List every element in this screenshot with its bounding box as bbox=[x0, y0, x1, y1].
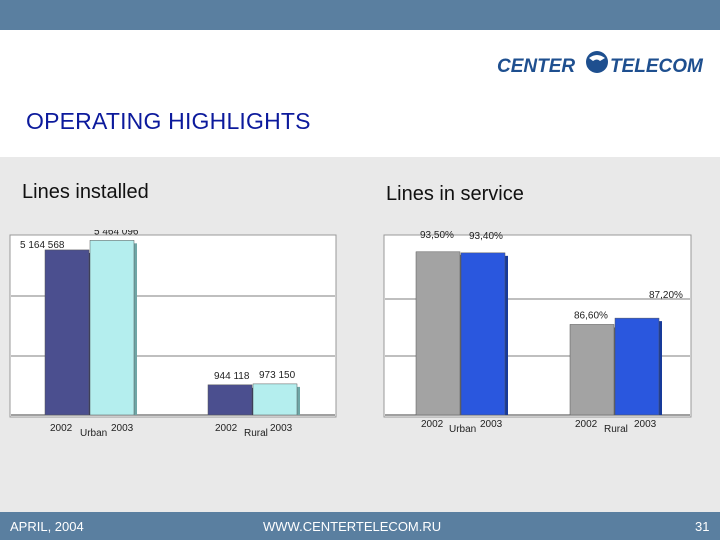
bar-rural-2003 bbox=[614, 317, 660, 416]
data-label: 87,20% bbox=[649, 290, 683, 301]
lines-installed-chart: 5 164 568 5 464 096 944 118 973 150 2002 200… bbox=[9, 230, 337, 439]
tick-label-year: 2003 bbox=[270, 423, 293, 434]
bar-shadow bbox=[659, 321, 662, 415]
tick-label-year: 2003 bbox=[111, 423, 134, 434]
centertelecom-logo: CENTER TELECOM bbox=[497, 51, 704, 77]
data-label: 944 118 bbox=[214, 371, 250, 382]
bar-urban-2003 bbox=[460, 252, 506, 416]
tick-label-group: Rural bbox=[244, 428, 268, 439]
logo-text-left: CENTER bbox=[497, 56, 575, 77]
tick-label-year: 2002 bbox=[421, 419, 444, 430]
footer-date: APRIL, 2004 bbox=[10, 519, 84, 534]
data-label: 93,50% bbox=[420, 230, 454, 241]
data-label: 93,40% bbox=[469, 231, 503, 242]
data-label: 973 150 bbox=[259, 370, 296, 381]
header-area bbox=[0, 30, 720, 157]
page-title: OPERATING HIGHLIGHTS bbox=[26, 108, 311, 134]
lines-in-service-chart: 93,50% 93,40% 86,60% 87,20% 2002 2003 Urban 20… bbox=[383, 230, 692, 435]
logo-swoosh-icon bbox=[589, 55, 605, 61]
bar-rural-2002 bbox=[569, 324, 615, 416]
footer-website[interactable]: WWW.CENTERTELECOM.RU bbox=[263, 519, 442, 534]
tick-label-year: 2002 bbox=[575, 419, 598, 430]
tick-label-year: 2002 bbox=[50, 423, 73, 434]
data-label: 5 464 096 bbox=[94, 230, 139, 237]
bar-shadow bbox=[505, 255, 508, 415]
bar-rural-2002 bbox=[207, 384, 253, 416]
logo-globe-icon bbox=[586, 51, 608, 73]
tick-label-year: 2002 bbox=[215, 423, 238, 434]
bar-rural-2003 bbox=[252, 383, 298, 416]
data-label: 86,60% bbox=[574, 310, 608, 321]
tick-label-year: 2003 bbox=[480, 419, 503, 430]
tick-label-group: Urban bbox=[80, 428, 107, 439]
bar-shadow bbox=[297, 386, 300, 415]
page-number: 31 bbox=[695, 519, 710, 534]
chart-title-lines-in-service: Lines in service bbox=[386, 183, 524, 205]
bar-shadow bbox=[134, 243, 137, 415]
tick-label-group: Rural bbox=[604, 424, 628, 435]
footer-bar bbox=[0, 512, 720, 540]
logo-text-right: TELECOM bbox=[610, 56, 704, 77]
bar-urban-2002 bbox=[415, 251, 461, 416]
tick-label-year: 2003 bbox=[634, 419, 657, 430]
bar-urban-2003 bbox=[89, 240, 135, 416]
top-bar bbox=[0, 0, 720, 30]
tick-label-group: Urban bbox=[449, 424, 476, 435]
bar-urban-2002 bbox=[44, 249, 90, 416]
data-label: 5 164 568 bbox=[20, 240, 65, 251]
chart-title-lines-installed: Lines installed bbox=[22, 181, 149, 203]
